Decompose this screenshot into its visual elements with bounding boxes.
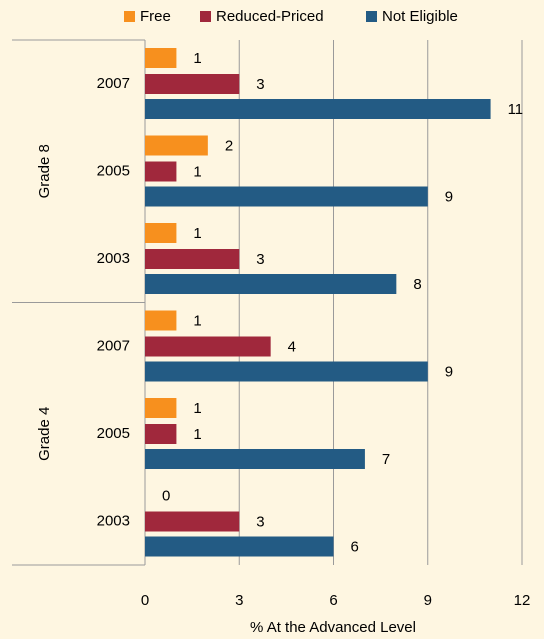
value-label: 1 — [193, 225, 201, 242]
value-label: 11 — [508, 101, 524, 118]
bar — [145, 398, 177, 418]
value-label: 1 — [193, 312, 201, 329]
bar — [145, 310, 177, 331]
x-tick-label: 0 — [141, 592, 149, 609]
legend-label: Free — [140, 8, 171, 25]
value-label: 4 — [288, 338, 296, 355]
value-label: 8 — [413, 276, 421, 293]
legend-label: Not Eligible — [382, 8, 458, 25]
group-label: Grade 8 — [36, 144, 53, 198]
y-tick-label: 2007 — [97, 337, 130, 354]
value-label: 7 — [382, 451, 390, 468]
x-tick-label: 6 — [329, 592, 337, 609]
value-label: 1 — [193, 400, 201, 417]
value-label: 2 — [225, 137, 233, 154]
value-label: 9 — [445, 188, 453, 205]
bar — [145, 361, 428, 382]
value-label: 1 — [193, 163, 201, 180]
legend-swatch — [200, 11, 211, 22]
bar — [145, 186, 428, 207]
value-label: 6 — [351, 538, 359, 555]
bar — [145, 74, 240, 94]
x-tick-label: 12 — [514, 592, 531, 609]
bar — [145, 449, 365, 469]
x-axis-title: % At the Advanced Level — [250, 619, 416, 636]
legend-swatch — [124, 11, 135, 22]
value-label: 3 — [256, 76, 264, 93]
x-tick-label: 3 — [235, 592, 243, 609]
bar — [145, 424, 177, 444]
bar — [145, 336, 271, 357]
bar — [145, 249, 240, 269]
bar — [145, 536, 334, 557]
bar — [145, 274, 397, 294]
x-tick-label: 9 — [424, 592, 432, 609]
value-label: 9 — [445, 363, 453, 380]
bar — [145, 135, 208, 156]
y-tick-label: 2007 — [97, 75, 130, 92]
y-tick-label: 2005 — [97, 162, 130, 179]
bar — [145, 511, 240, 532]
legend-swatch — [366, 11, 377, 22]
y-tick-label: 2005 — [97, 425, 130, 442]
group-label: Grade 4 — [36, 407, 53, 461]
legend-label: Reduced-Priced — [216, 8, 324, 25]
bar — [145, 161, 177, 182]
bar — [145, 48, 177, 68]
y-tick-label: 2003 — [97, 250, 130, 267]
y-tick-label: 2003 — [97, 512, 130, 529]
value-label: 1 — [193, 50, 201, 67]
bar — [145, 223, 177, 243]
value-label: 3 — [256, 513, 264, 530]
bar — [145, 99, 491, 119]
value-label: 0 — [162, 487, 170, 504]
value-label: 1 — [193, 426, 201, 443]
value-label: 3 — [256, 251, 264, 268]
